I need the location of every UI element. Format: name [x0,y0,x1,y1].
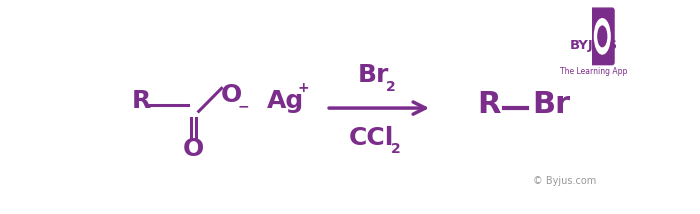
Text: O: O [183,137,204,161]
Text: 2: 2 [386,80,396,94]
Text: 2: 2 [391,142,400,156]
FancyBboxPatch shape [591,8,614,65]
Ellipse shape [594,19,610,54]
Text: +: + [298,81,309,95]
Text: BYJU'S: BYJU'S [570,39,617,52]
Text: © Byjus.com: © Byjus.com [533,175,596,186]
Text: CCl: CCl [349,126,393,150]
Text: Br: Br [358,63,389,87]
Text: R: R [132,89,151,113]
Text: Ag: Ag [267,89,304,113]
Text: Br: Br [532,90,570,119]
Text: R: R [477,90,500,119]
Text: −: − [237,100,249,113]
Text: O: O [220,83,242,107]
Text: The Learning App: The Learning App [560,67,627,76]
Ellipse shape [598,26,607,47]
